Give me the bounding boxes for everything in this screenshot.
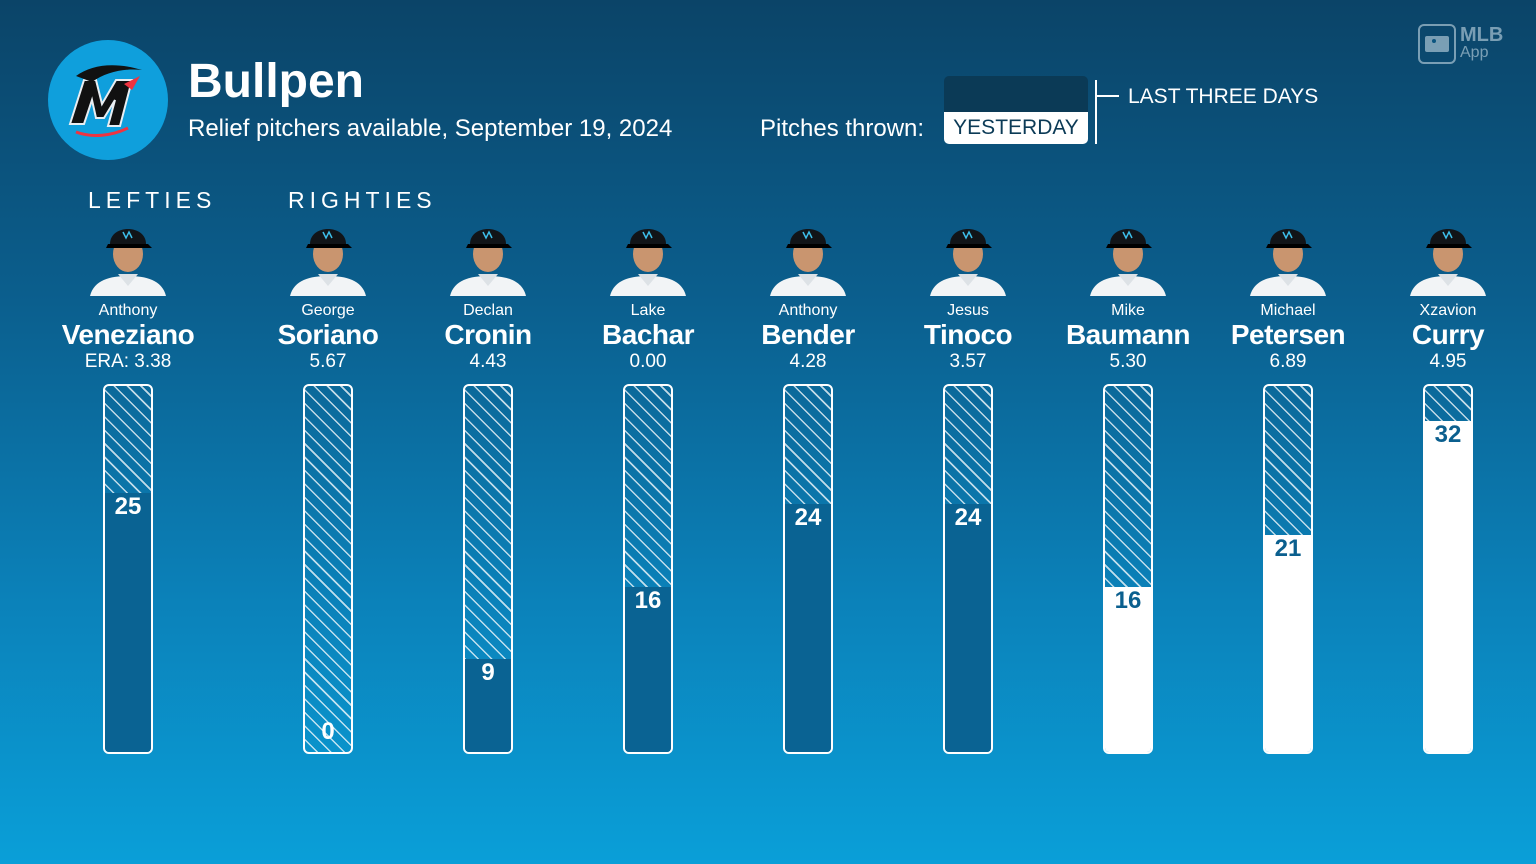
pitch-count-bar (1263, 384, 1313, 754)
pitch-count-bar-fill (105, 493, 151, 752)
pitcher-first-name: George (301, 302, 355, 319)
pitcher-last-name: Tinoco (923, 319, 1013, 350)
pitcher-first-name: Declan (463, 302, 513, 319)
mlb-app-watermark: MLB App (1418, 24, 1503, 64)
pitch-count-label: 25 (114, 493, 142, 520)
pitch-count-bar (303, 384, 353, 754)
pitcher-last-name: Baumann (1065, 319, 1191, 350)
pitcher-card: Declan Cronin 4.43 (408, 216, 568, 374)
pitches-thrown-label: Pitches thrown: (760, 115, 925, 142)
pitcher-last-name: Cronin (444, 319, 532, 350)
pitcher-era: 4.43 (469, 351, 507, 372)
pitcher-headshot (1248, 216, 1328, 296)
mlb-app-text: MLB App (1460, 24, 1504, 62)
pitcher-card: Anthony Veneziano ERA: 3.38 (48, 216, 208, 374)
player-avatar-icon (290, 229, 366, 296)
pitch-count-label: 0 (321, 718, 335, 745)
pitcher-era: 4.95 (1429, 351, 1467, 372)
page-subtitle: Relief pitchers available, September 19,… (188, 115, 673, 142)
pitcher-era: 3.57 (949, 351, 987, 372)
pitcher-card: Michael Petersen 6.89 (1208, 216, 1368, 374)
pitcher-era: 0.00 (629, 351, 667, 372)
pitcher-headshot (448, 216, 528, 296)
pitch-count-bar-fill (785, 504, 831, 752)
legend-bracket (1095, 80, 1097, 144)
pitcher-first-name: Anthony (98, 302, 158, 319)
pitch-count-bar (783, 384, 833, 754)
pitcher-first-name: Mike (1111, 302, 1145, 319)
pitcher-last-name: Curry (1411, 319, 1485, 350)
player-avatar-icon (1090, 229, 1166, 296)
toggle-yesterday-button[interactable]: YESTERDAY (944, 112, 1088, 144)
pitch-count-bar (463, 384, 513, 754)
legend-bracket-tick (1097, 95, 1119, 97)
pitcher-first-name: Xzavion (1419, 302, 1477, 319)
pitcher-headshot (608, 216, 688, 296)
pitch-count-bar-fill (1425, 421, 1471, 752)
pitcher-headshot (288, 216, 368, 296)
last-three-days-label: LAST THREE DAYS (1128, 85, 1319, 108)
marlin-icon (68, 65, 142, 137)
pitcher-card: George Soriano 5.67 (248, 216, 408, 374)
pitch-count-bar (623, 384, 673, 754)
pitcher-card: Anthony Bender 4.28 (728, 216, 888, 374)
pitcher-era: 5.30 (1109, 351, 1147, 372)
pitcher-first-name: Lake (630, 302, 666, 319)
pitcher-headshot (768, 216, 848, 296)
pitch-count-label: 9 (481, 659, 495, 686)
pitch-count-label: 32 (1434, 421, 1462, 448)
pitch-count-bar (103, 384, 153, 754)
pitch-count-bar-fill (945, 504, 991, 752)
pitcher-era: 4.28 (789, 351, 827, 372)
player-avatar-icon (90, 229, 166, 296)
pitcher-last-name: Bachar (602, 319, 694, 350)
pitch-count-label: 16 (634, 587, 662, 614)
pitcher-last-name: Veneziano (61, 319, 195, 350)
pitch-count-bar-fill (1265, 535, 1311, 752)
pitcher-first-name: Anthony (778, 302, 838, 319)
mlb-logo-icon (1418, 24, 1456, 64)
pitcher-last-name: Bender (761, 319, 855, 350)
pitch-count-label: 24 (954, 504, 982, 531)
player-avatar-icon (930, 229, 1006, 296)
pitch-count-bar (943, 384, 993, 754)
pitch-count-label: 21 (1274, 535, 1302, 562)
pitch-count-bar-fill (465, 659, 511, 752)
marlins-logo (48, 40, 168, 160)
page-title: Bullpen (188, 55, 364, 108)
pitch-count-bar (1103, 384, 1153, 754)
pitcher-first-name: Jesus (947, 302, 989, 319)
player-avatar-icon (450, 229, 526, 296)
pitcher-card: Jesus Tinoco 3.57 (888, 216, 1048, 374)
pitcher-headshot (1088, 216, 1168, 296)
pitcher-headshot (88, 216, 168, 296)
player-avatar-icon (610, 229, 686, 296)
pitcher-card: Xzavion Curry 4.95 (1368, 216, 1528, 374)
pitcher-last-name: Petersen (1230, 319, 1346, 350)
pitcher-era: 6.89 (1269, 351, 1307, 372)
pitcher-card: Lake Bachar 0.00 (568, 216, 728, 374)
mlb-word: MLB (1460, 24, 1504, 46)
player-avatar-icon (1250, 229, 1326, 296)
player-avatar-icon (770, 229, 846, 296)
pitch-count-label: 24 (794, 504, 822, 531)
pitch-count-label: 16 (1114, 587, 1142, 614)
pitcher-headshot (1408, 216, 1488, 296)
pitcher-era: ERA: 3.38 (84, 351, 172, 372)
pitcher-last-name: Soriano (277, 319, 379, 350)
pitch-count-bar-fill (1105, 587, 1151, 752)
pitch-count-bar (1423, 384, 1473, 754)
righties-label: RIGHTIES (288, 187, 437, 213)
player-avatar-icon (1410, 229, 1486, 296)
pitch-count-bar-fill (625, 587, 671, 752)
pitcher-first-name: Michael (1260, 302, 1316, 319)
pitcher-era: 5.67 (309, 351, 347, 372)
app-word: App (1460, 44, 1489, 61)
lefties-label: LEFTIES (88, 187, 217, 213)
toggle-last-three-days-button[interactable] (944, 76, 1088, 112)
pitcher-headshot (928, 216, 1008, 296)
pitcher-card: Mike Baumann 5.30 (1048, 216, 1208, 374)
